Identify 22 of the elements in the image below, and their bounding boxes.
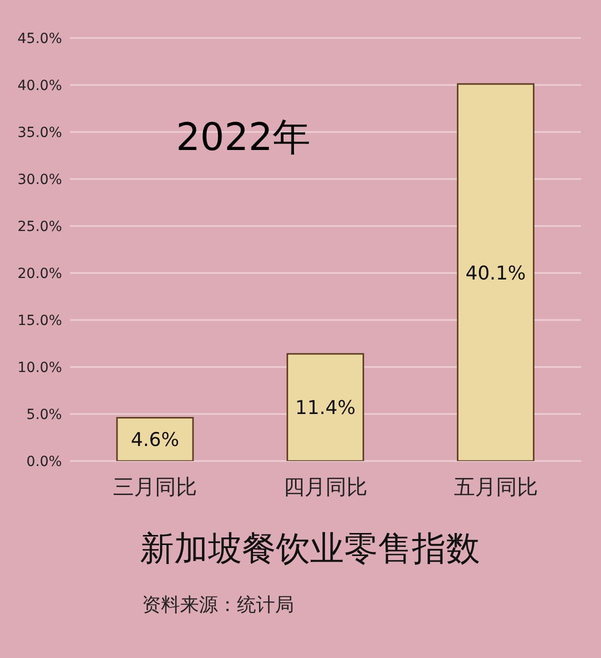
y-tick-label: 5.0% [26,406,62,423]
text: 2022年 [176,114,311,161]
bar [286,353,364,461]
text: 新加坡餐饮业零售指数 [140,528,480,571]
y-tick-label: 20.0% [18,266,62,282]
y-tick-label: 30.0% [18,172,62,188]
y-tick-label: 25.0% [18,218,62,235]
text: 资料来源：统计局 [142,593,294,618]
x-tick-label: 五月同比 [454,474,538,499]
y-tick-label: 0.0% [26,454,62,470]
y-tick-label: 10.0% [18,360,62,376]
y-tick-label: 45.0% [18,30,62,47]
x-tick-label: 四月同比 [284,474,368,499]
bar [116,417,194,461]
bar [456,83,534,461]
data-label: 4.6% [130,429,180,452]
y-tick-label: 40.0% [18,78,62,94]
x-tick-label: 三月同比 [113,474,198,499]
data-label: 11.4% [295,397,356,420]
data-label: 40.1% [465,262,526,284]
y-tick-label: 35.0% [18,124,62,141]
y-tick-label: 15.0% [18,312,62,329]
